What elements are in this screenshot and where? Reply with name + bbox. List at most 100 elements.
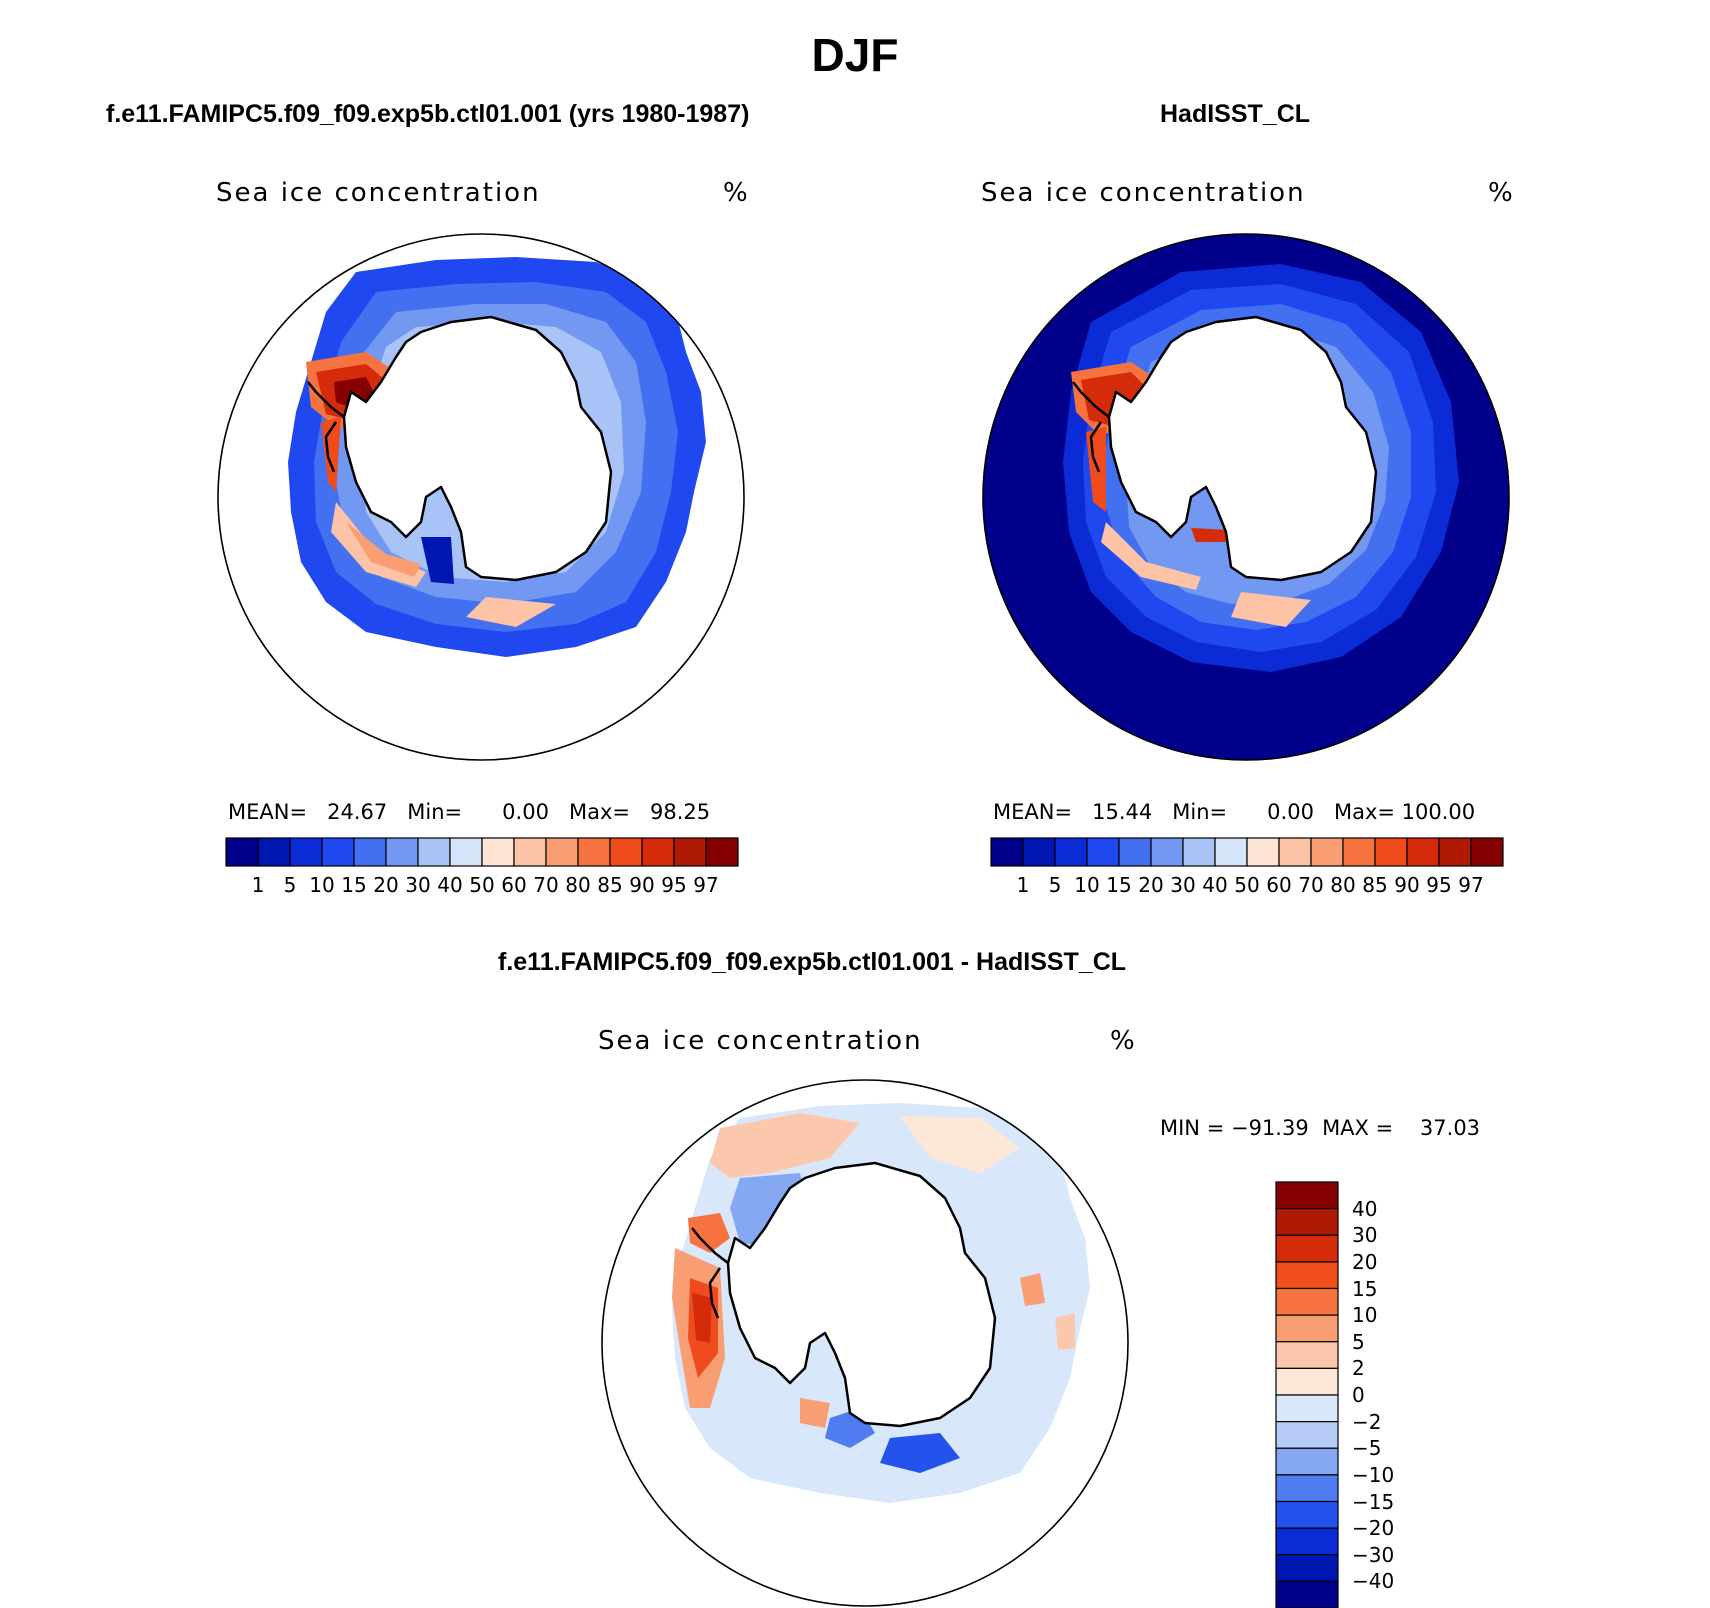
panel-2-map-boundary bbox=[982, 233, 1510, 761]
panel-1-colorbar-swatch bbox=[353, 837, 387, 867]
panel-3-max-label: MAX = bbox=[1322, 1116, 1394, 1140]
panel-2-colorbar-ticks: 1 5 10 15 20 30 40 50 60 70 80 85 90 95 97 bbox=[991, 873, 1503, 899]
panel-1-colorbar-swatch bbox=[673, 837, 707, 867]
panel-2-colorbar-swatch bbox=[1118, 837, 1152, 867]
panel-2-colorbar-tick-label: 20 bbox=[1138, 873, 1164, 897]
panel-3-colorbar-swatch bbox=[1275, 1394, 1339, 1423]
panel-3-unit-label: % bbox=[1110, 1026, 1137, 1056]
panel-2-colorbar-swatch bbox=[1214, 837, 1248, 867]
panel-1-min-value: 0.00 bbox=[502, 800, 549, 824]
panel-3-colorbar-swatch bbox=[1275, 1181, 1339, 1210]
panel-3-colorbar-tick-label: −30 bbox=[1352, 1542, 1395, 1567]
panel-1-variable-label: Sea ice concentration bbox=[216, 178, 541, 208]
panel-1-colorbar-swatch bbox=[481, 837, 515, 867]
panel-2-colorbar-tick-label: 5 bbox=[1048, 873, 1062, 897]
panel-3-peninsula-coast bbox=[691, 1227, 729, 1319]
panel-1-colorbar-tick-label: 80 bbox=[565, 873, 591, 897]
panel-1-colorbar-tick-label: 1 bbox=[251, 873, 265, 897]
panel-3-colorbar-tick-label: 5 bbox=[1352, 1329, 1365, 1354]
panel-2-antarctica-coast bbox=[1107, 315, 1378, 582]
panel-2-colorbar-tick-label: 1 bbox=[1016, 873, 1030, 897]
panel-2-stats: MEAN= 15.44 Min= 0.00 Max= 100.00 bbox=[993, 800, 1475, 824]
panel-2-polar-map bbox=[982, 233, 1510, 761]
panel-1-colorbar-swatch bbox=[257, 837, 291, 867]
panel-2-colorbar-tick-label: 85 bbox=[1362, 873, 1388, 897]
panel-2-colorbar-swatch bbox=[1438, 837, 1472, 867]
panel-2-colorbar bbox=[990, 837, 1504, 867]
panel-3-colorbar-swatch bbox=[1275, 1580, 1339, 1608]
panel-3-colorbar-ticks: 40 30 20 15 10 5 2 0 −2 −5 −10 −15 −20 −30 −40 bbox=[1352, 1182, 1432, 1608]
panel-3-colorbar-swatch bbox=[1275, 1474, 1339, 1503]
panel-1-colorbar-swatch bbox=[513, 837, 547, 867]
panel-1-colorbar-tick-label: 15 bbox=[341, 873, 367, 897]
panel-1-colorbar-swatch bbox=[545, 837, 579, 867]
panel-2-colorbar-tick-label: 15 bbox=[1106, 873, 1132, 897]
panel-3-colorbar-swatch bbox=[1275, 1527, 1339, 1556]
panel-2-mean-label: MEAN= bbox=[993, 800, 1073, 824]
panel-1-colorbar-tick-label: 30 bbox=[405, 873, 431, 897]
panel-3-antarctica-coast bbox=[726, 1161, 997, 1428]
panel-3-colorbar-tick-label: −40 bbox=[1352, 1569, 1395, 1594]
panel-1-colorbar-tick-label: 97 bbox=[693, 873, 719, 897]
panel-2-colorbar-swatch bbox=[990, 837, 1024, 867]
panel-2-colorbar-swatch bbox=[1246, 837, 1280, 867]
panel-3-colorbar-swatch bbox=[1275, 1447, 1339, 1476]
panel-1-peninsula-coast bbox=[307, 381, 345, 473]
panel-2-colorbar-tick-label: 50 bbox=[1234, 873, 1260, 897]
panel-2-peninsula-coast bbox=[1072, 381, 1110, 473]
panel-3-variable-label: Sea ice concentration bbox=[598, 1026, 923, 1056]
panel-1-colorbar-tick-label: 5 bbox=[283, 873, 297, 897]
panel-2-colorbar-swatch bbox=[1086, 837, 1120, 867]
panel-2-colorbar-swatch bbox=[1406, 837, 1440, 867]
panel-1-unit-label: % bbox=[723, 178, 750, 208]
panel-1-colorbar-tick-label: 70 bbox=[533, 873, 559, 897]
panel-3-colorbar-swatch bbox=[1275, 1234, 1339, 1263]
panel-1-colorbar-swatch bbox=[289, 837, 323, 867]
panel-1-colorbar-swatch bbox=[641, 837, 675, 867]
panel-1-colorbar-ticks: 1 5 10 15 20 30 40 50 60 70 80 85 90 95 97 bbox=[226, 873, 738, 899]
panel-3-colorbar-tick-label: −15 bbox=[1352, 1489, 1395, 1514]
panel-1-colorbar bbox=[225, 837, 739, 867]
panel-2-mean-value: 15.44 bbox=[1092, 800, 1153, 824]
panel-3-min-value: −91.39 bbox=[1230, 1116, 1309, 1140]
panel-2-colorbar-swatch bbox=[1182, 837, 1216, 867]
panel-3-colorbar-swatch bbox=[1275, 1500, 1339, 1529]
panel-3-colorbar-tick-label: 15 bbox=[1352, 1276, 1378, 1301]
panel-1-colorbar-tick-label: 40 bbox=[437, 873, 463, 897]
panel-1-colorbar-tick-label: 85 bbox=[597, 873, 623, 897]
panel-3-case-title: f.e11.FAMIPC5.f09_f09.exp5b.ctl01.001 - … bbox=[498, 948, 1127, 976]
panel-2-colorbar-swatch bbox=[1310, 837, 1344, 867]
panel-3-colorbar-tick-label: 30 bbox=[1352, 1223, 1378, 1248]
panel-1-colorbar-swatch bbox=[417, 837, 451, 867]
panel-3-colorbar-swatch bbox=[1275, 1287, 1339, 1316]
panel-3-colorbar-tick-label: 20 bbox=[1352, 1249, 1378, 1274]
panel-1-colorbar-swatch bbox=[449, 837, 483, 867]
panel-3-colorbar-tick-label: 10 bbox=[1352, 1303, 1378, 1328]
panel-2-colorbar-tick-label: 10 bbox=[1074, 873, 1100, 897]
panel-2-min-label: Min= bbox=[1172, 800, 1228, 824]
panel-2-colorbar-tick-label: 40 bbox=[1202, 873, 1228, 897]
panel-1-max-label: Max= bbox=[568, 800, 630, 824]
panel-3-colorbar-swatch bbox=[1275, 1261, 1339, 1290]
panel-2-colorbar-tick-label: 95 bbox=[1426, 873, 1452, 897]
panel-1-colorbar-tick-label: 20 bbox=[373, 873, 399, 897]
panel-1-stats: MEAN= 24.67 Min= 0.00 Max= 98.25 bbox=[228, 800, 710, 824]
panel-2-max-value: 100.00 bbox=[1401, 800, 1476, 824]
panel-1-colorbar-swatch bbox=[385, 837, 419, 867]
panel-3-stats: MIN = −91.39 MAX = 37.03 bbox=[1160, 1116, 1480, 1140]
panel-2-colorbar-tick-label: 30 bbox=[1170, 873, 1196, 897]
panel-3-colorbar-swatch bbox=[1275, 1367, 1339, 1396]
panel-1-colorbar-swatch bbox=[225, 837, 259, 867]
panel-1-colorbar-tick-label: 60 bbox=[501, 873, 527, 897]
panel-3-colorbar-swatch bbox=[1275, 1421, 1339, 1449]
panel-3-colorbar-swatch bbox=[1275, 1208, 1339, 1236]
panel-1-colorbar-tick-label: 90 bbox=[629, 873, 655, 897]
panel-3-colorbar bbox=[1275, 1181, 1339, 1608]
panel-2-min-value: 0.00 bbox=[1267, 800, 1314, 824]
panel-1-colorbar-tick-label: 10 bbox=[309, 873, 335, 897]
panel-3-colorbar-tick-label: 40 bbox=[1352, 1196, 1378, 1221]
panel-1-colorbar-swatch bbox=[577, 837, 611, 867]
panel-3-polar-map bbox=[601, 1079, 1129, 1607]
panel-3-colorbar-swatch bbox=[1275, 1554, 1339, 1582]
panel-3-colorbar-swatch bbox=[1275, 1314, 1339, 1343]
